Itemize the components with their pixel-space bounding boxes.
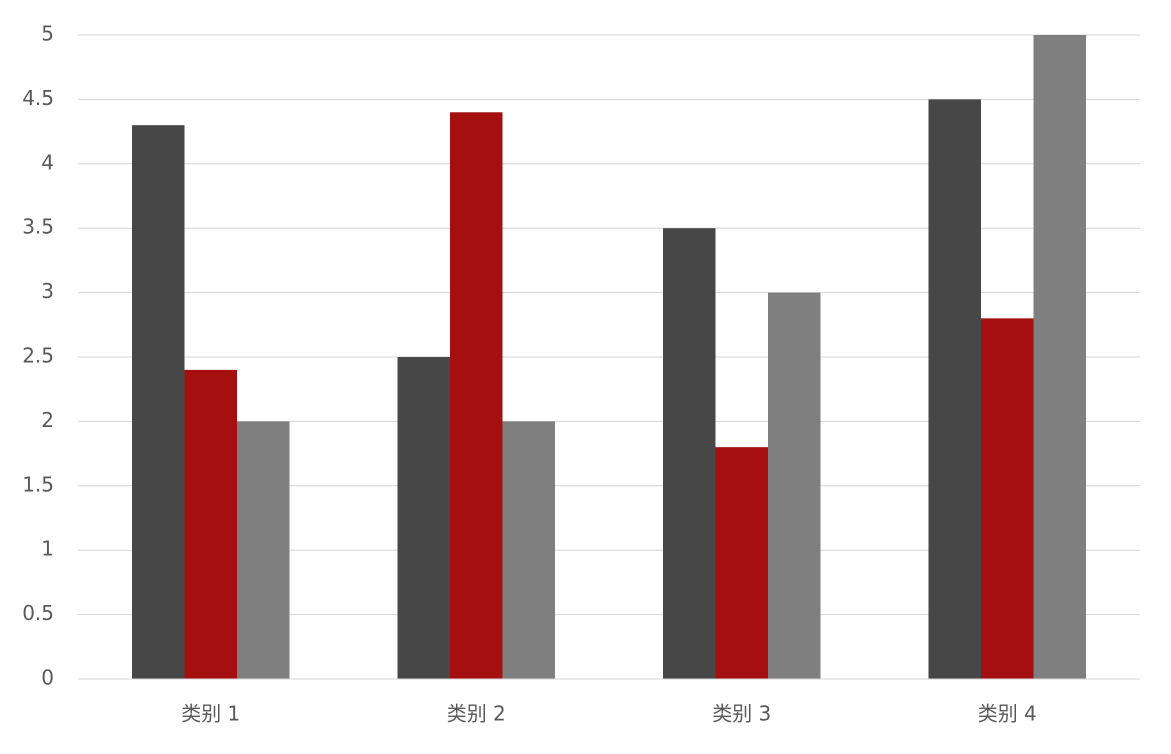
bar-series-1-category-2: [397, 357, 450, 679]
bar-series-3-category-4: [1033, 35, 1086, 679]
x-category-label: 类别 1: [181, 702, 240, 726]
y-tick-label: 4.5: [22, 86, 54, 110]
y-tick-label: 3.5: [22, 215, 54, 239]
bar-series-2-category-2: [450, 112, 503, 679]
x-category-label: 类别 4: [978, 702, 1037, 726]
y-tick-label: 2: [41, 408, 54, 432]
bar-series-2-category-3: [715, 447, 768, 679]
y-tick-label: 2.5: [22, 344, 54, 368]
y-axis-tick-labels: 0 0.5 1 1.5 2 2.5 3 3.5 4 4.5 5: [22, 22, 54, 690]
x-category-label: 类别 3: [712, 702, 771, 726]
bar-series-3-category-1: [237, 421, 290, 679]
bar-series-3-category-3: [768, 292, 821, 679]
bar-series-1-category-4: [928, 99, 981, 679]
bar-series-3-category-2: [502, 421, 555, 679]
x-category-label: 类别 2: [447, 702, 506, 726]
bar-series-1-category-3: [663, 228, 716, 679]
y-tick-label: 0.5: [22, 601, 54, 625]
y-tick-label: 4: [41, 150, 54, 174]
y-tick-label: 0: [41, 666, 54, 690]
bars: [132, 35, 1086, 679]
y-tick-label: 1.5: [22, 472, 54, 496]
bar-series-2-category-4: [981, 318, 1034, 679]
bar-series-2-category-1: [184, 369, 237, 679]
x-axis: 类别 1 类别 2 类别 3 类别 4: [78, 678, 1140, 726]
y-tick-label: 5: [41, 22, 54, 46]
y-tick-label: 3: [41, 279, 54, 303]
bar-series-1-category-1: [132, 125, 185, 679]
y-tick-label: 1: [41, 537, 54, 561]
